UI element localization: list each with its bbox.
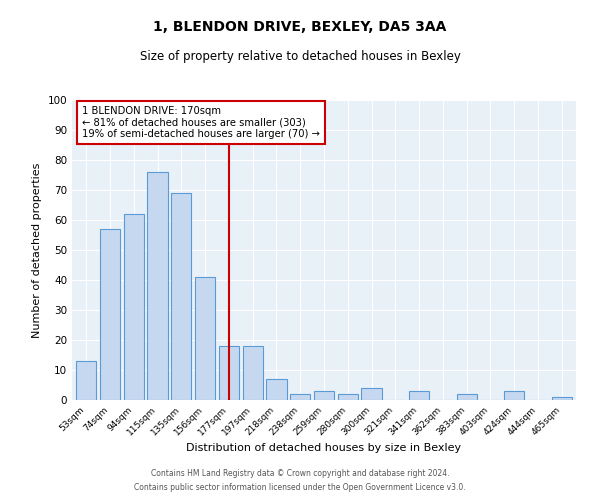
Bar [100,229,120,400]
Text: Contains HM Land Registry data © Crown copyright and database right 2024.: Contains HM Land Registry data © Crown c… [151,468,449,477]
Bar [457,394,477,400]
Bar [195,277,215,400]
Text: Contains public sector information licensed under the Open Government Licence v3: Contains public sector information licen… [134,484,466,492]
Bar [266,379,287,400]
Y-axis label: Number of detached properties: Number of detached properties [32,162,42,338]
Bar [148,172,167,400]
Bar [219,346,239,400]
Bar [171,193,191,400]
Bar [76,361,97,400]
X-axis label: Distribution of detached houses by size in Bexley: Distribution of detached houses by size … [187,442,461,452]
Bar [409,391,429,400]
Bar [314,391,334,400]
Text: Size of property relative to detached houses in Bexley: Size of property relative to detached ho… [140,50,460,63]
Bar [290,394,310,400]
Bar [504,391,524,400]
Bar [242,346,263,400]
Bar [551,397,572,400]
Bar [338,394,358,400]
Text: 1 BLENDON DRIVE: 170sqm
← 81% of detached houses are smaller (303)
19% of semi-d: 1 BLENDON DRIVE: 170sqm ← 81% of detache… [82,106,320,139]
Text: 1, BLENDON DRIVE, BEXLEY, DA5 3AA: 1, BLENDON DRIVE, BEXLEY, DA5 3AA [154,20,446,34]
Bar [361,388,382,400]
Bar [124,214,144,400]
